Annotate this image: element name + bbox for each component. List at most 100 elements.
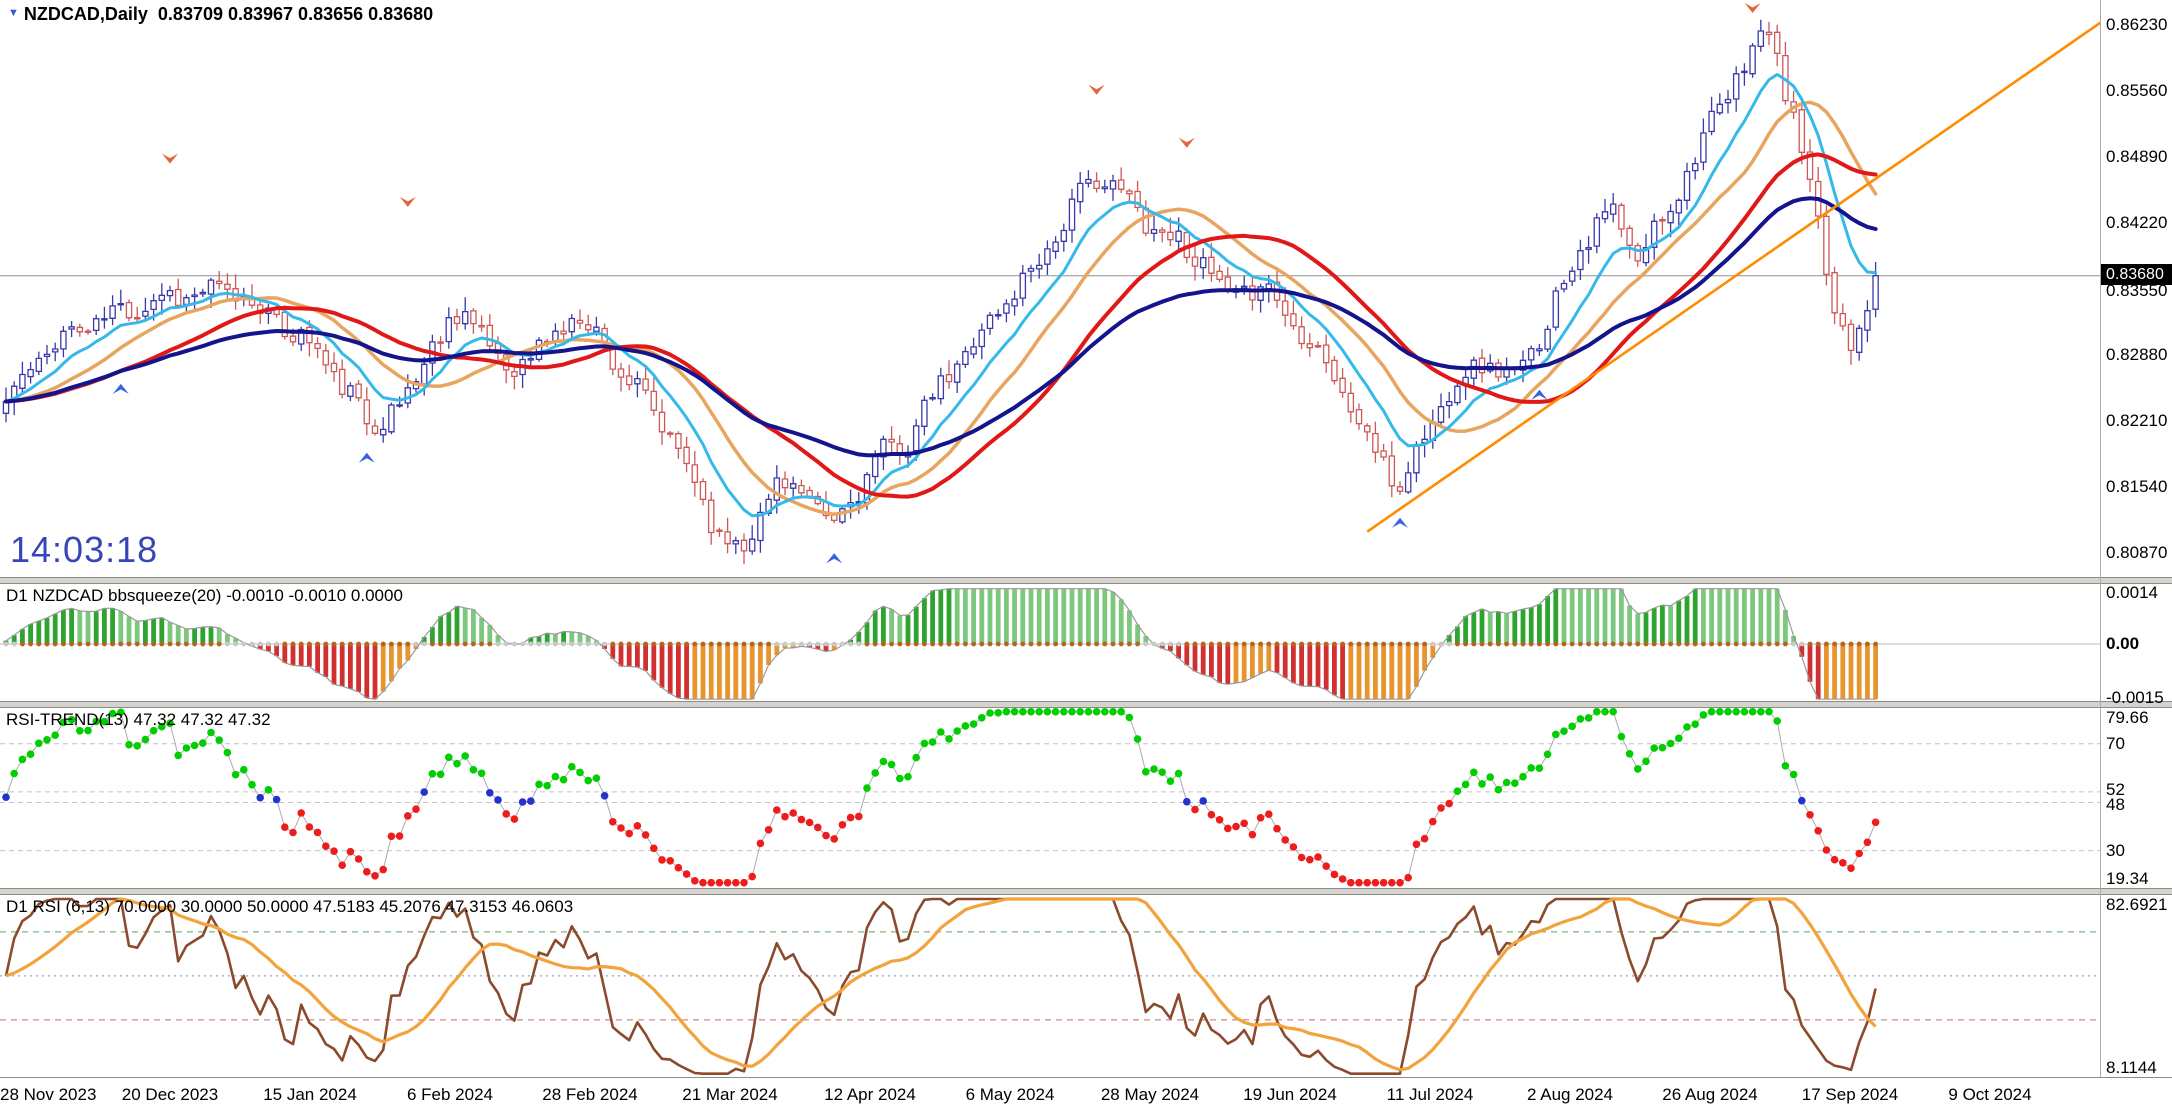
- squeeze-dot: [536, 641, 542, 647]
- rsi-trend-dot: [133, 742, 141, 750]
- time-axis[interactable]: 28 Nov 2023 20 Dec 2023 15 Jan 2024 6 Fe…: [0, 1077, 2172, 1106]
- rsi-trend-dot: [953, 727, 961, 735]
- squeeze-histogram-bar: [1143, 636, 1149, 644]
- squeeze-histogram-bar: [1127, 610, 1132, 644]
- rsi-signal-line[interactable]: [5, 897, 1877, 1072]
- main-price-panel[interactable]: [0, 0, 2150, 587]
- ma-navy-line[interactable]: [4, 196, 1878, 458]
- squeeze-dot: [1086, 641, 1091, 647]
- squeeze-histogram-bar: [1291, 644, 1296, 684]
- squeeze-dot: [1405, 641, 1411, 647]
- ma-cyan-line[interactable]: [4, 73, 1878, 518]
- rsi-trend-dot: [600, 792, 609, 800]
- rsi-trend-dot: [313, 828, 322, 837]
- squeeze-histogram-bar: [69, 608, 74, 644]
- rsi-trend-dot: [1535, 764, 1544, 772]
- rsi-trend-dot: [1289, 843, 1298, 851]
- squeeze-dot: [971, 641, 976, 647]
- squeeze-histogram-bar: [151, 618, 156, 644]
- squeeze-dot: [413, 641, 419, 647]
- rsi-trend-dot: [1806, 811, 1814, 819]
- squeeze-histogram-bar: [1307, 644, 1313, 687]
- squeeze-histogram-bar: [1733, 588, 1739, 644]
- rsi-trend-panel[interactable]: [0, 708, 2100, 887]
- rsi-trend-dot: [1092, 708, 1101, 716]
- rsi-trend-dot: [1683, 723, 1691, 731]
- squeeze-dot: [118, 641, 124, 647]
- rsi-trend-dot: [1543, 750, 1552, 759]
- squeeze-histogram-bar: [659, 644, 665, 688]
- rsi-fast-line[interactable]: [4, 897, 1877, 1075]
- date-label: 17 Sep 2024: [1801, 1085, 1899, 1104]
- rsi-trend-dot: [568, 762, 576, 771]
- rsi-trend-dot: [305, 823, 314, 831]
- squeeze-dot: [889, 641, 894, 647]
- rsi-trend-connector: [5, 711, 1877, 884]
- squeeze-histogram-bar: [1299, 644, 1304, 687]
- rsi-trend-dot: [969, 720, 978, 728]
- squeeze-histogram-bar: [831, 644, 837, 651]
- squeeze-histogram-bar: [1463, 616, 1468, 644]
- squeeze-histogram-bar: [905, 615, 911, 644]
- squeeze-histogram-bar: [1028, 588, 1034, 644]
- rsi-axis-label: 8.1144: [2106, 1058, 2157, 1077]
- squeeze-dot: [602, 641, 607, 647]
- date-label: 15 Jan 2024: [263, 1085, 357, 1104]
- rsi-trend-dot: [1265, 810, 1273, 818]
- squeeze-dot: [1684, 641, 1690, 647]
- squeeze-dot: [1709, 641, 1714, 647]
- squeeze-histogram-bar: [1651, 608, 1657, 644]
- squeeze-histogram-bar: [1471, 612, 1477, 644]
- panel-separator[interactable]: [0, 577, 2172, 584]
- squeeze-histogram-bar: [1102, 588, 1108, 644]
- price-axis-label: 0.85560: [2106, 81, 2168, 100]
- chart-menu-icon[interactable]: ▼: [8, 7, 19, 19]
- squeeze-histogram-bar: [1643, 612, 1649, 644]
- squeeze-histogram-bar: [1397, 644, 1403, 700]
- squeeze-histogram-bar: [389, 644, 394, 682]
- squeeze-histogram-bar: [1373, 644, 1378, 700]
- rsi-trend-dot: [1814, 827, 1822, 835]
- panel-separator[interactable]: [0, 888, 2172, 895]
- squeeze-histogram-bar: [1340, 644, 1345, 700]
- squeeze-dot: [946, 641, 952, 647]
- squeeze-histogram-bar: [1315, 644, 1321, 687]
- squeeze-histogram-bar: [1627, 605, 1632, 644]
- squeeze-histogram-bar: [1184, 644, 1190, 666]
- rsi-trend-dot: [1068, 708, 1076, 716]
- bbsqueeze-panel[interactable]: [0, 588, 2100, 700]
- rsi-trend-axis-label: 48: [2106, 795, 2125, 814]
- rsi-trend-dot: [1306, 855, 1314, 864]
- squeeze-dot: [831, 641, 837, 647]
- rsi-panel[interactable]: [0, 897, 2100, 1075]
- rsi-trend-dot: [354, 855, 363, 863]
- rsi-trend-dot: [1174, 769, 1183, 778]
- squeeze-histogram-bar: [85, 611, 91, 644]
- rsi-trend-dot: [584, 776, 592, 785]
- squeeze-dot: [1430, 641, 1436, 647]
- rsi-trend-dot: [379, 865, 388, 874]
- rsi-trend-dot: [1256, 814, 1265, 822]
- squeeze-dot: [684, 641, 689, 647]
- rsi-trend-dot: [1740, 708, 1749, 716]
- rsi-trend-dot: [1798, 796, 1806, 805]
- rsi-trend-dot: [805, 818, 814, 827]
- rsi-trend-dot: [1486, 773, 1494, 781]
- rsi-trend-dot: [1199, 797, 1207, 805]
- squeeze-histogram-bar: [93, 611, 99, 644]
- squeeze-histogram-bar: [1856, 644, 1862, 700]
- rsi-trend-dot: [838, 821, 847, 829]
- current-price-badge: 0.83680: [2101, 264, 2172, 285]
- squeeze-dot: [77, 641, 83, 647]
- squeeze-histogram-bar: [528, 637, 534, 644]
- squeeze-dot: [930, 641, 935, 647]
- rsi-trend-dot: [281, 823, 289, 831]
- squeeze-dot: [1610, 641, 1616, 647]
- trendline[interactable]: [1366, 0, 2150, 533]
- panel-separator[interactable]: [0, 701, 2172, 708]
- squeeze-envelope-line: [5, 588, 1876, 700]
- squeeze-histogram-bar: [1414, 644, 1419, 687]
- squeeze-dot: [20, 641, 25, 647]
- rsi-trend-dot: [100, 717, 109, 726]
